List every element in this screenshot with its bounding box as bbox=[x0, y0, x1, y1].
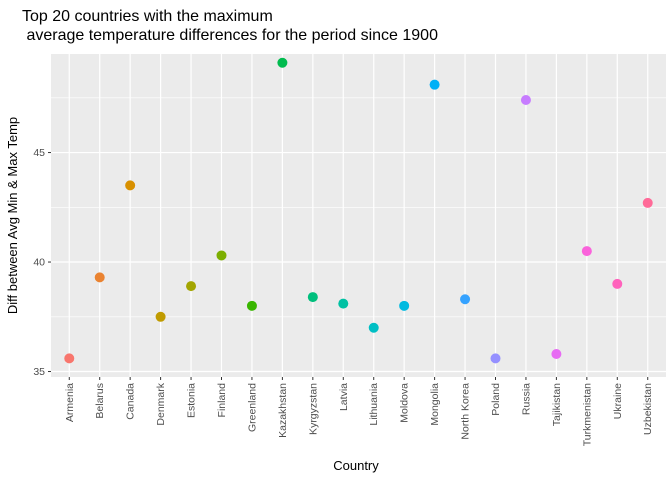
y-axis-title: Diff between Avg Min & Max Temp bbox=[5, 117, 20, 314]
chart-title-line-2: average temperature differences for the … bbox=[22, 27, 438, 44]
data-point bbox=[460, 294, 471, 305]
x-tick-label: Canada bbox=[125, 383, 137, 420]
y-axis: 35 40 45 bbox=[33, 147, 51, 378]
x-tick-label: Estonia bbox=[186, 383, 198, 418]
y-tick-label: 35 bbox=[33, 366, 45, 378]
data-point bbox=[246, 300, 257, 311]
chart-title-line-1: Top 20 countries with the maximum bbox=[22, 8, 273, 25]
x-tick-label: Moldova bbox=[399, 383, 411, 423]
data-point bbox=[277, 57, 288, 68]
data-point bbox=[338, 298, 349, 309]
data-point bbox=[307, 292, 318, 303]
data-point bbox=[186, 281, 197, 292]
x-tick-label: Finland bbox=[216, 383, 228, 418]
x-tick-label: Greenland bbox=[246, 383, 258, 432]
data-point bbox=[399, 300, 410, 311]
y-tick-label: 40 bbox=[33, 257, 45, 269]
data-point bbox=[125, 180, 136, 191]
x-tick-label: Lithuania bbox=[368, 383, 380, 426]
x-tick-label: Belarus bbox=[94, 383, 106, 419]
x-tick-label: Armenia bbox=[64, 383, 76, 422]
grid-lines bbox=[51, 54, 666, 377]
data-point bbox=[490, 353, 501, 364]
data-point bbox=[642, 197, 653, 208]
plot-panel bbox=[51, 54, 666, 377]
data-point bbox=[64, 353, 75, 364]
data-point bbox=[612, 278, 623, 289]
y-tick-label: 45 bbox=[33, 147, 45, 159]
x-tick-label: Latvia bbox=[338, 383, 350, 411]
x-tick-label: Poland bbox=[490, 383, 502, 416]
x-tick-label: Russia bbox=[520, 383, 532, 415]
data-point bbox=[581, 246, 592, 257]
data-point bbox=[94, 272, 105, 283]
data-point bbox=[551, 349, 562, 360]
x-tick-label: Mongolia bbox=[429, 383, 441, 426]
data-point bbox=[368, 322, 379, 333]
x-tick-label: Denmark bbox=[155, 382, 167, 425]
x-tick-label: Turkmenistan bbox=[581, 383, 593, 446]
x-tick-label: North Korea bbox=[460, 383, 472, 440]
x-axis: Armenia Belarus Canada Denmark Estonia Finlan… bbox=[64, 377, 654, 446]
data-point bbox=[429, 79, 440, 90]
x-tick-label: Ukraine bbox=[612, 383, 624, 419]
x-tick-label: Kyrgyzstan bbox=[307, 383, 319, 435]
data-points bbox=[64, 57, 653, 364]
x-tick-label: Kazakhstan bbox=[277, 383, 289, 438]
data-point bbox=[155, 311, 166, 322]
x-tick-label: Uzbekistan bbox=[642, 383, 654, 435]
x-axis-title: Country bbox=[333, 458, 379, 473]
data-point bbox=[216, 250, 227, 261]
x-tick-label: Tajikistan bbox=[551, 383, 563, 426]
data-point bbox=[520, 94, 531, 105]
